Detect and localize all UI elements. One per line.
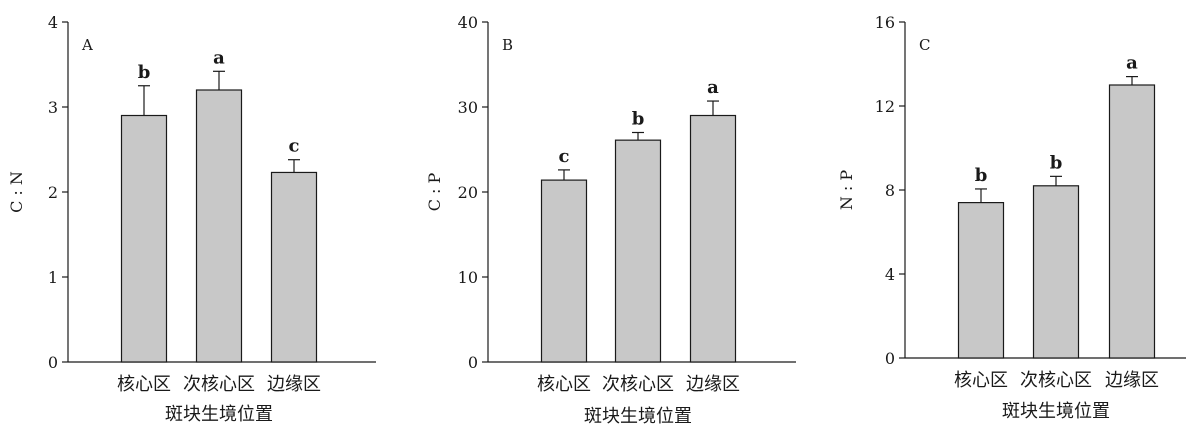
- x-tick-label: 核心区: [117, 374, 171, 395]
- bar-1: [540, 179, 588, 363]
- panel-label: B: [502, 36, 513, 54]
- y-tick-label: 30: [458, 98, 478, 117]
- x-tick-label: 边缘区: [686, 374, 740, 395]
- significance-letter: a: [213, 47, 225, 68]
- bar-3: [689, 114, 737, 363]
- y-tick-label: 10: [458, 268, 478, 287]
- bar-1: [957, 202, 1005, 359]
- significance-letter: b: [138, 62, 151, 83]
- y-tick-label: 0: [468, 353, 478, 372]
- x-tick-label: 次核心区: [602, 374, 674, 395]
- x-axis-title: 斑块生境位置: [584, 406, 692, 427]
- x-tick-label: 边缘区: [1105, 370, 1159, 391]
- bar-2: [195, 89, 243, 363]
- bar-2: [1032, 185, 1080, 359]
- y-tick-label: 4: [885, 265, 895, 284]
- bar-1: [120, 114, 168, 363]
- panel-label: C: [919, 36, 930, 54]
- bar-3: [270, 171, 318, 363]
- significance-letter: c: [289, 136, 300, 157]
- y-tick-label: 4: [48, 13, 58, 32]
- y-tick-label: 20: [458, 183, 478, 202]
- y-tick-label: 40: [458, 13, 478, 32]
- bar-3: [1108, 84, 1156, 359]
- x-axis-title: 斑块生境位置: [1002, 401, 1110, 422]
- y-tick-label: 1: [48, 268, 58, 287]
- significance-letter: c: [559, 146, 570, 167]
- significance-letter: a: [707, 77, 719, 98]
- y-tick-label: 3: [48, 98, 58, 117]
- y-tick-label: 16: [875, 13, 895, 32]
- x-axis-title: 斑块生境位置: [165, 404, 273, 425]
- significance-letter: a: [1126, 53, 1138, 74]
- x-tick-label: 核心区: [537, 374, 591, 395]
- significance-letter: b: [975, 165, 988, 186]
- y-tick-label: 0: [885, 349, 895, 368]
- y-axis-title: C : N: [7, 171, 26, 213]
- y-tick-label: 12: [875, 97, 895, 116]
- y-tick-label: 2: [48, 183, 58, 202]
- x-tick-label: 核心区: [954, 370, 1008, 391]
- x-tick-label: 次核心区: [1020, 370, 1092, 391]
- x-tick-label: 边缘区: [267, 374, 321, 395]
- y-tick-label: 8: [885, 181, 895, 200]
- y-axis-title: N : P: [837, 170, 856, 211]
- significance-letter: b: [632, 109, 645, 130]
- x-tick-label: 次核心区: [183, 374, 255, 395]
- y-axis-title: C : P: [425, 172, 444, 211]
- bar-2: [614, 139, 662, 363]
- panel-label: A: [81, 36, 93, 54]
- y-tick-label: 0: [48, 353, 58, 372]
- significance-letter: b: [1050, 152, 1063, 173]
